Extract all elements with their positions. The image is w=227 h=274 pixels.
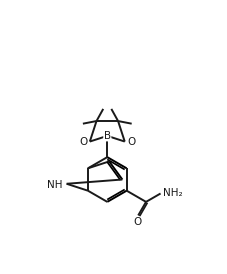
Text: O: O (126, 136, 135, 147)
Text: NH₂: NH₂ (163, 189, 182, 198)
Text: O: O (79, 136, 87, 147)
Text: NH: NH (47, 180, 62, 190)
Text: O: O (132, 217, 141, 227)
Text: B: B (103, 131, 110, 141)
